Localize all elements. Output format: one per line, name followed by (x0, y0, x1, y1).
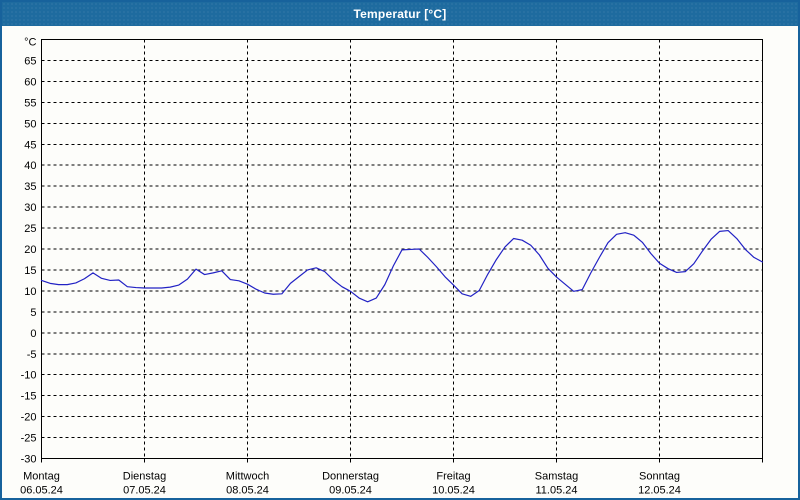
x-date-label: 06.05.24 (20, 485, 63, 497)
x-date-label: 07.05.24 (123, 485, 166, 497)
x-day-label: Donnerstag (322, 471, 379, 483)
y-tick-label: 45 (24, 139, 36, 151)
x-day-label: Mittwoch (226, 471, 269, 483)
y-tick-label: -25 (21, 433, 37, 445)
plot-frame (41, 39, 763, 459)
x-date-label: 12.05.24 (638, 485, 681, 497)
window-title: Temperatur [°C] (353, 7, 447, 21)
y-tick-label: 5 (30, 307, 36, 319)
y-tick-label: -15 (21, 391, 37, 403)
y-tick-label: 30 (24, 202, 36, 214)
y-tick-label: -20 (21, 412, 37, 424)
y-tick-label: 10 (24, 286, 36, 298)
y-tick-label: 25 (24, 223, 36, 235)
y-tick-label: 50 (24, 118, 36, 130)
y-tick-label: 15 (24, 265, 36, 277)
x-day-label: Dienstag (123, 471, 166, 483)
x-date-label: 11.05.24 (535, 485, 577, 497)
x-day-label: Sonntag (639, 471, 680, 483)
temperature-curve (40, 229, 764, 303)
y-tick-label: 35 (24, 181, 36, 193)
y-tick-label: 60 (24, 76, 36, 88)
y-unit-label: °C (24, 37, 36, 49)
x-date-label: 08.05.24 (226, 485, 269, 497)
y-tick-label: -5 (27, 349, 37, 361)
y-tick-label: -30 (21, 454, 37, 466)
y-tick-label: 20 (24, 244, 36, 256)
y-tick-label: 65 (24, 55, 36, 67)
titlebar[interactable]: Temperatur [°C] (2, 2, 798, 26)
x-date-label: 09.05.24 (329, 485, 372, 497)
x-date-label: 10.05.24 (432, 485, 475, 497)
y-tick-label: 55 (24, 97, 36, 109)
x-day-label: Freitag (436, 471, 470, 483)
y-tick-label: 40 (24, 160, 36, 172)
temperature-chart: 65605550454035302520151050-5-10-15-20-25… (20, 37, 764, 497)
y-tick-label: -10 (21, 370, 37, 382)
x-day-label: Montag (23, 471, 60, 483)
x-day-label: Samstag (535, 471, 578, 483)
chart-area: 65 60 55 50 45 40 35 30 25 20 15 10 5 0 -5 -10 -15 -20 -25… (2, 26, 798, 498)
y-tick-label: 0 (30, 328, 36, 340)
